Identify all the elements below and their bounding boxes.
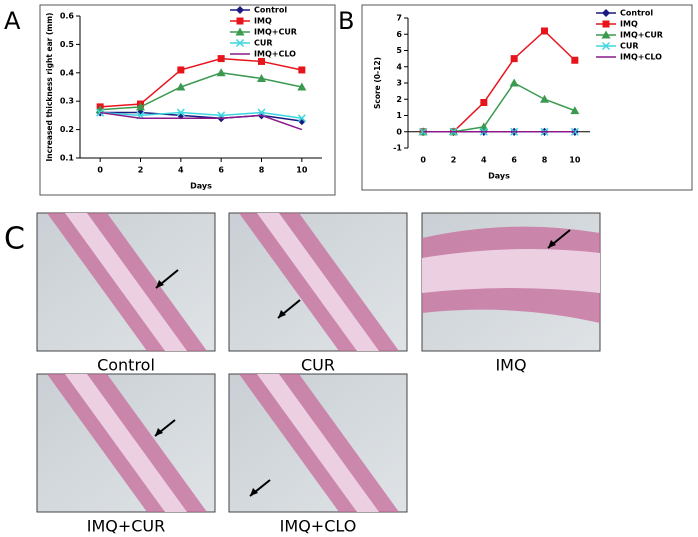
legend-label: IMQ+CLO bbox=[254, 50, 296, 59]
x-tick-label: 6 bbox=[218, 166, 224, 175]
tissue-core bbox=[422, 249, 600, 293]
y-tick-label: 2 bbox=[396, 95, 402, 104]
y-tick-label: -1 bbox=[393, 144, 402, 153]
marker bbox=[602, 20, 610, 28]
x-tick-label: 4 bbox=[481, 156, 487, 165]
y-tick-label: 7 bbox=[396, 14, 402, 23]
arrowhead bbox=[155, 428, 163, 436]
tissue-core bbox=[65, 374, 187, 512]
x-tick-label: 2 bbox=[451, 156, 457, 165]
arrowhead bbox=[548, 240, 556, 248]
y-tick-label: 1 bbox=[396, 111, 402, 120]
marker bbox=[479, 122, 489, 131]
legend-label: Control bbox=[254, 6, 287, 15]
marker bbox=[540, 94, 549, 103]
marker bbox=[509, 78, 519, 87]
arrowhead bbox=[156, 280, 164, 288]
marker bbox=[541, 27, 548, 35]
marker bbox=[216, 68, 226, 77]
marker bbox=[176, 108, 185, 117]
panel-frame bbox=[39, 4, 336, 196]
arrowhead bbox=[278, 310, 286, 318]
marker bbox=[217, 55, 225, 63]
marker bbox=[235, 27, 245, 36]
panel-frame bbox=[361, 4, 693, 191]
marker bbox=[236, 6, 244, 14]
series-line bbox=[100, 111, 303, 131]
legend-label: CUR bbox=[620, 42, 639, 51]
legend-label: CUR bbox=[254, 39, 273, 48]
series-line bbox=[100, 57, 302, 108]
image-caption: CUR bbox=[301, 356, 335, 375]
legend-label: Control bbox=[620, 9, 653, 18]
x-axis-label: Days bbox=[488, 172, 510, 181]
x-tick-label: 0 bbox=[420, 156, 426, 165]
tissue-core bbox=[257, 374, 379, 512]
marker bbox=[601, 41, 611, 51]
marker bbox=[601, 30, 611, 39]
legend-label: IMQ bbox=[254, 17, 272, 26]
y-tick-label: 0 bbox=[396, 127, 402, 136]
legend-label: IMQ bbox=[620, 20, 638, 29]
marker bbox=[297, 82, 307, 91]
marker bbox=[236, 17, 244, 25]
x-tick-label: 10 bbox=[569, 156, 581, 165]
marker bbox=[571, 56, 579, 64]
marker bbox=[297, 117, 306, 126]
marker bbox=[297, 114, 306, 123]
legend-label: IMQ+CLO bbox=[620, 53, 662, 62]
y-tick-label: 5 bbox=[396, 46, 402, 55]
image-caption: IMQ+CLO bbox=[280, 517, 357, 536]
series-line bbox=[100, 111, 302, 119]
marker bbox=[176, 82, 186, 91]
y-tick-label: 0.2 bbox=[60, 125, 74, 134]
tissue-core bbox=[65, 213, 187, 351]
x-tick-label: 6 bbox=[511, 156, 517, 165]
y-axis-label: Increased thickness right ear (mm) bbox=[45, 13, 54, 162]
image-caption: IMQ+CUR bbox=[87, 517, 166, 536]
y-tick-label: 0.6 bbox=[60, 12, 75, 21]
y-axis-label: Score (0-12) bbox=[373, 57, 382, 109]
y-tick-label: 4 bbox=[396, 62, 402, 71]
y-tick-label: 0.1 bbox=[60, 154, 75, 163]
y-tick-label: 0.4 bbox=[60, 68, 75, 77]
marker bbox=[257, 73, 266, 82]
x-tick-label: 4 bbox=[178, 166, 184, 175]
tissue-core bbox=[257, 213, 379, 351]
image-caption: Control bbox=[97, 356, 155, 375]
y-tick-label: 0.5 bbox=[60, 40, 75, 49]
marker bbox=[602, 9, 610, 17]
y-tick-label: 3 bbox=[396, 79, 402, 88]
x-axis-label: Days bbox=[190, 182, 212, 191]
series-line bbox=[100, 111, 302, 122]
marker bbox=[258, 57, 265, 65]
x-tick-label: 2 bbox=[138, 166, 144, 175]
legend-label: IMQ+CUR bbox=[620, 31, 663, 40]
marker bbox=[136, 102, 145, 111]
x-tick-label: 0 bbox=[97, 166, 103, 175]
x-tick-label: 10 bbox=[296, 166, 308, 175]
image-caption: IMQ bbox=[495, 356, 526, 375]
marker bbox=[570, 106, 580, 115]
y-tick-label: 0.3 bbox=[60, 97, 74, 106]
panel-letter: B bbox=[338, 7, 354, 35]
marker bbox=[480, 99, 488, 106]
series-line bbox=[100, 72, 302, 111]
marker bbox=[510, 55, 518, 63]
marker bbox=[235, 38, 245, 48]
marker bbox=[298, 66, 306, 74]
arrowhead bbox=[250, 488, 258, 496]
x-tick-label: 8 bbox=[259, 166, 265, 175]
legend-label: IMQ+CUR bbox=[254, 28, 297, 37]
y-tick-label: 6 bbox=[396, 30, 402, 39]
x-tick-label: 8 bbox=[542, 156, 548, 165]
panel-letter: C bbox=[4, 222, 25, 257]
panel-letter: A bbox=[4, 7, 21, 35]
marker bbox=[177, 66, 185, 74]
